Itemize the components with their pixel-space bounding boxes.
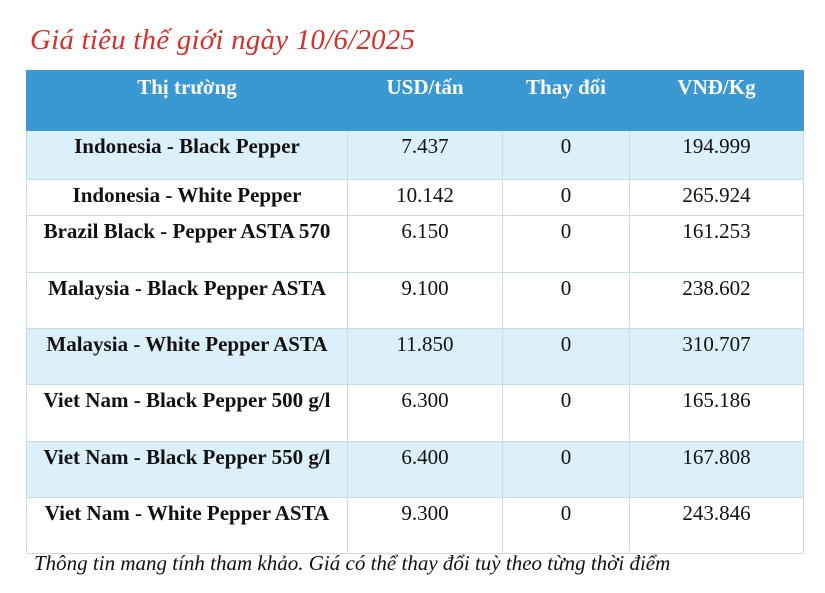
market-cell: Indonesia - White Pepper bbox=[26, 179, 348, 216]
usd-cell: 6.150 bbox=[347, 215, 503, 273]
vnd-cell: 243.846 bbox=[629, 497, 804, 554]
table-row: Indonesia - White Pepper 10.142 0 265.92… bbox=[26, 179, 804, 216]
change-cell: 0 bbox=[502, 179, 630, 216]
table-row: Malaysia - White Pepper ASTA 11.850 0 31… bbox=[26, 328, 804, 385]
table-row: Brazil Black - Pepper ASTA 570 6.150 0 1… bbox=[26, 215, 804, 273]
table-header-row: Thị trường USD/tấn Thay đổi VNĐ/Kg bbox=[26, 70, 804, 131]
usd-cell: 6.400 bbox=[347, 441, 503, 498]
market-cell: Brazil Black - Pepper ASTA 570 bbox=[26, 215, 348, 273]
market-cell: Malaysia - Black Pepper ASTA bbox=[26, 272, 348, 329]
change-cell: 0 bbox=[502, 328, 630, 385]
usd-cell: 6.300 bbox=[347, 384, 503, 442]
change-cell: 0 bbox=[502, 384, 630, 442]
table-row: Viet Nam - Black Pepper 550 g/l 6.400 0 … bbox=[26, 441, 804, 498]
change-cell: 0 bbox=[502, 441, 630, 498]
table-row: Viet Nam - Black Pepper 500 g/l 6.300 0 … bbox=[26, 384, 804, 442]
market-cell: Viet Nam - Black Pepper 550 g/l bbox=[26, 441, 348, 498]
pepper-price-table: Thị trường USD/tấn Thay đổi VNĐ/Kg Indon… bbox=[26, 70, 804, 554]
vnd-cell: 265.924 bbox=[629, 179, 804, 216]
usd-cell: 10.142 bbox=[347, 179, 503, 216]
vnd-cell: 238.602 bbox=[629, 272, 804, 329]
header-vnd-per-kg: VNĐ/Kg bbox=[629, 70, 804, 131]
market-cell: Viet Nam - Black Pepper 500 g/l bbox=[26, 384, 348, 442]
header-usd-per-ton: USD/tấn bbox=[347, 70, 503, 131]
usd-cell: 9.300 bbox=[347, 497, 503, 554]
table-row: Indonesia - Black Pepper 7.437 0 194.999 bbox=[26, 130, 804, 180]
usd-cell: 11.850 bbox=[347, 328, 503, 385]
vnd-cell: 165.186 bbox=[629, 384, 804, 442]
header-market: Thị trường bbox=[26, 70, 348, 131]
table-row: Malaysia - Black Pepper ASTA 9.100 0 238… bbox=[26, 272, 804, 329]
vnd-cell: 167.808 bbox=[629, 441, 804, 498]
disclaimer-note: Thông tin mang tính tham khảo. Giá có th… bbox=[34, 551, 671, 575]
vnd-cell: 310.707 bbox=[629, 328, 804, 385]
vnd-cell: 161.253 bbox=[629, 215, 804, 273]
change-cell: 0 bbox=[502, 215, 630, 273]
usd-cell: 7.437 bbox=[347, 130, 503, 180]
page-title: Giá tiêu thế giới ngày 10/6/2025 bbox=[30, 24, 416, 56]
change-cell: 0 bbox=[502, 272, 630, 329]
change-cell: 0 bbox=[502, 497, 630, 554]
table-row: Viet Nam - White Pepper ASTA 9.300 0 243… bbox=[26, 497, 804, 554]
vnd-cell: 194.999 bbox=[629, 130, 804, 180]
change-cell: 0 bbox=[502, 130, 630, 180]
market-cell: Indonesia - Black Pepper bbox=[26, 130, 348, 180]
header-change: Thay đổi bbox=[502, 70, 630, 131]
usd-cell: 9.100 bbox=[347, 272, 503, 329]
market-cell: Viet Nam - White Pepper ASTA bbox=[26, 497, 348, 554]
market-cell: Malaysia - White Pepper ASTA bbox=[26, 328, 348, 385]
